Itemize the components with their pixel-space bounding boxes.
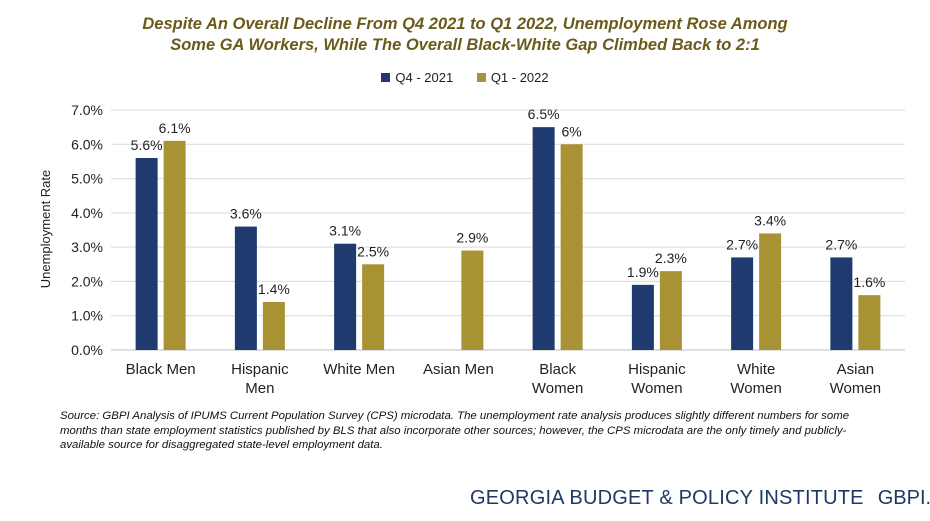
y-tick-label: 2.0% xyxy=(71,273,103,289)
bar-data-label: 2.5% xyxy=(357,243,389,259)
chart-title-line1: Despite An Overall Decline From Q4 2021 … xyxy=(142,15,788,33)
x-category-label: Women xyxy=(830,380,881,397)
legend-item-q4: Q4 - 2021 xyxy=(381,70,453,85)
bar xyxy=(135,158,158,350)
bar xyxy=(631,284,654,350)
legend-label-q1: Q1 - 2022 xyxy=(490,70,549,85)
bar xyxy=(731,257,754,350)
bar xyxy=(858,295,881,350)
bar xyxy=(262,302,285,350)
bar xyxy=(362,264,385,350)
bar-data-label: 3.1% xyxy=(329,223,361,239)
bar xyxy=(234,226,257,350)
y-tick-label: 1.0% xyxy=(71,308,103,324)
bar xyxy=(659,271,682,350)
y-tick-label: 6.0% xyxy=(71,136,103,152)
x-category-label: Black xyxy=(539,361,576,378)
footer-org-name: GEORGIA BUDGET & POLICY INSTITUTE xyxy=(470,486,864,509)
legend-label-q4: Q4 - 2021 xyxy=(395,70,454,85)
x-category-label: Women xyxy=(532,380,583,397)
bar xyxy=(334,243,357,350)
bar xyxy=(560,144,583,350)
y-tick-label: 7.0% xyxy=(71,102,103,118)
bar xyxy=(163,140,186,350)
bar-data-label: 1.6% xyxy=(853,274,885,290)
bar xyxy=(830,257,853,350)
legend: Q4 - 2021 Q1 - 2022 xyxy=(0,70,930,85)
bar-data-label: 2.9% xyxy=(456,230,488,246)
x-category-label: Asian Men xyxy=(423,361,494,378)
footer-branding: GEORGIA BUDGET & POLICY INSTITUTE GBPI.o… xyxy=(470,483,930,513)
bar xyxy=(759,233,782,350)
x-category-label: Women xyxy=(730,380,781,397)
bar-data-label: 6.1% xyxy=(159,120,191,136)
x-category-label: Hispanic xyxy=(628,361,686,378)
footer-url: GBPI.org xyxy=(877,486,930,509)
bar-data-label: 1.9% xyxy=(627,264,659,280)
y-axis-label: Unemployment Rate xyxy=(38,170,53,289)
y-tick-label: 5.0% xyxy=(71,171,103,187)
bar-data-label: 6.5% xyxy=(528,106,560,122)
legend-item-q1: Q1 - 2022 xyxy=(476,70,549,85)
bar xyxy=(532,127,555,351)
x-category-label: Black Men xyxy=(126,361,196,378)
bar-data-label: 3.4% xyxy=(754,212,786,228)
y-tick-label: 3.0% xyxy=(71,239,103,255)
x-category-label: White Men xyxy=(323,361,395,378)
y-tick-label: 0.0% xyxy=(71,342,103,358)
bar-data-label: 2.7% xyxy=(726,236,758,252)
bar-data-label: 6% xyxy=(562,123,582,139)
chart-title-line2: Some GA Workers, While The Overall Black… xyxy=(170,36,760,54)
legend-swatch-q1 xyxy=(476,73,486,82)
x-category-label: Hispanic xyxy=(231,361,289,378)
y-tick-label: 4.0% xyxy=(71,205,103,221)
x-category-label: White xyxy=(737,361,775,378)
x-category-label: Asian xyxy=(837,361,875,378)
chart-title: Despite An Overall Decline From Q4 2021 … xyxy=(0,14,930,56)
bar-data-label: 3.6% xyxy=(230,206,262,222)
x-category-label: Men xyxy=(245,380,274,397)
bar-data-label: 1.4% xyxy=(258,281,290,297)
bar-data-label: 5.6% xyxy=(131,137,163,153)
bar-data-label: 2.7% xyxy=(825,236,857,252)
legend-swatch-q4 xyxy=(381,73,391,82)
bar xyxy=(461,250,484,350)
bar-data-label: 2.3% xyxy=(655,250,687,266)
source-note: Source: GBPI Analysis of IPUMS Current P… xyxy=(60,410,850,451)
x-category-label: Women xyxy=(631,380,682,397)
